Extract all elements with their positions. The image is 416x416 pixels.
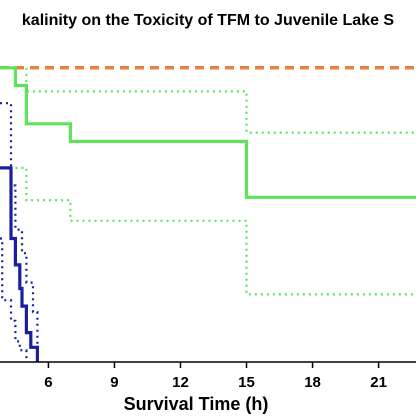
series-line-7-lower-ci [0, 237, 28, 362]
x-tick-label: 6 [44, 374, 52, 391]
series-line-4-lower-ci [15, 166, 416, 296]
chart-title: kalinity on the Toxicity of TFM to Juven… [22, 12, 395, 29]
x-tick-label: 21 [370, 374, 387, 391]
series-line-5-survival [0, 166, 40, 362]
x-tick-label: 12 [172, 374, 189, 391]
x-ticks: 6 9 12 15 18 21 [44, 362, 387, 391]
series-line-2-survival [0, 66, 416, 199]
x-tick-label: 9 [110, 374, 118, 391]
series-line-3-upper-ci [25, 67, 416, 134]
series-line-6-upper-ci [0, 102, 39, 362]
series-layer [0, 66, 416, 362]
x-axis-label: Survival Time (h) [124, 394, 269, 414]
x-tick-label: 15 [238, 374, 255, 391]
x-tick-label: 18 [304, 374, 321, 391]
